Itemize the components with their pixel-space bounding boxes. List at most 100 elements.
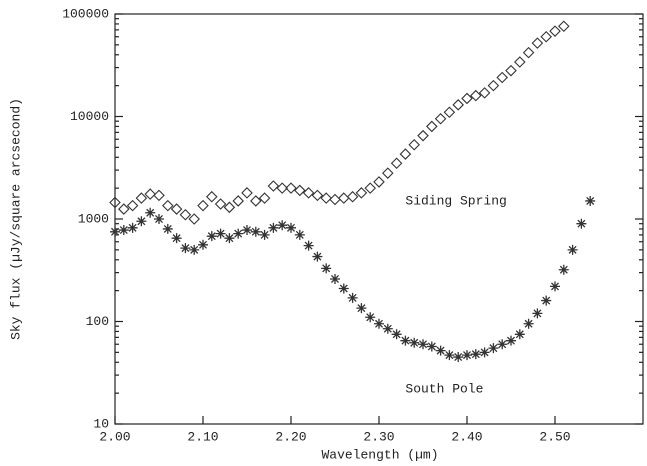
asterisk-marker: [215, 228, 226, 239]
asterisk-marker: [338, 283, 349, 294]
asterisk-marker: [110, 226, 120, 237]
diamond-marker: [214, 198, 227, 210]
asterisk-marker: [374, 318, 384, 329]
asterisk-marker: [523, 318, 534, 329]
diamond-marker: [452, 99, 464, 111]
diamond-marker: [346, 190, 359, 203]
asterisk-marker: [453, 352, 464, 363]
series-label: Siding Spring: [405, 193, 506, 208]
asterisk-marker: [233, 228, 244, 239]
diamond-marker: [320, 192, 332, 204]
asterisk-marker: [224, 233, 235, 244]
diamond-marker: [311, 189, 324, 202]
asterisk-marker: [154, 214, 164, 224]
diamond-marker: [505, 64, 517, 77]
y-tick-label: 10: [93, 416, 109, 431]
diamond-marker: [294, 184, 306, 197]
diamond-marker: [118, 203, 130, 215]
x-tick-label: 2.20: [275, 429, 306, 444]
asterisk-marker: [426, 341, 437, 352]
diamond-marker: [135, 192, 148, 204]
diamond-marker: [382, 167, 394, 179]
diamond-marker: [179, 208, 192, 221]
diamond-marker: [267, 180, 280, 192]
diamond-marker: [197, 199, 209, 212]
x-tick-label: 2.50: [539, 429, 570, 444]
asterisk-marker: [294, 229, 305, 240]
asterisk-marker: [259, 229, 270, 240]
plot-frame: [114, 13, 644, 425]
asterisk-marker: [242, 225, 252, 236]
asterisk-marker: [382, 323, 393, 334]
diamond-marker: [355, 187, 368, 199]
diamond-marker: [302, 187, 315, 199]
asterisk-marker: [400, 335, 411, 346]
asterisk-marker: [180, 243, 191, 254]
diamond-marker: [162, 199, 174, 212]
asterisk-marker: [303, 240, 314, 251]
diamond-marker: [250, 195, 262, 207]
asterisk-marker: [136, 216, 147, 227]
asterisk-marker: [576, 218, 587, 229]
diamond-marker: [461, 92, 473, 105]
diamond-marker: [373, 176, 385, 188]
diamond-marker: [109, 196, 121, 209]
diamond-marker: [329, 193, 341, 206]
y-tick-label: 100000: [62, 6, 109, 21]
y-tick-label: 10000: [70, 109, 109, 124]
diamond-marker: [531, 37, 544, 49]
asterisk-marker: [312, 251, 323, 262]
x-axis-label: Wavelength (µm): [321, 447, 438, 462]
asterisk-marker: [558, 264, 569, 275]
diamond-marker: [514, 56, 526, 68]
diamond-marker: [408, 138, 420, 151]
asterisk-marker: [198, 239, 208, 250]
x-tick-label: 2.10: [187, 429, 218, 444]
diamond-marker: [470, 89, 482, 102]
asterisk-marker: [277, 220, 288, 231]
diamond-marker: [206, 190, 218, 203]
diamond-marker: [223, 201, 236, 214]
asterisk-marker: [462, 350, 472, 361]
asterisk-marker: [550, 281, 560, 292]
asterisk-marker: [541, 295, 552, 306]
asterisk-marker: [506, 335, 516, 346]
asterisk-marker: [514, 329, 525, 340]
y-tick-label: 1000: [78, 211, 109, 226]
y-tick-label: 100: [86, 314, 109, 329]
asterisk-marker: [189, 244, 200, 255]
diamond-marker: [170, 203, 183, 215]
asterisk-marker: [444, 350, 455, 361]
diamond-marker: [434, 113, 447, 125]
diamond-marker: [558, 20, 570, 32]
x-tick-label: 2.00: [99, 429, 130, 444]
diamond-marker: [338, 192, 350, 204]
diamond-marker: [399, 148, 412, 160]
diamond-marker: [549, 25, 561, 37]
diamond-marker: [487, 79, 500, 92]
diamond-marker: [258, 192, 271, 204]
diamond-marker: [144, 188, 156, 200]
asterisk-marker: [435, 345, 446, 356]
x-tick-label: 2.40: [451, 429, 482, 444]
asterisk-marker: [365, 312, 376, 323]
asterisk-marker: [488, 343, 499, 354]
asterisk-marker: [479, 347, 490, 358]
asterisk-marker: [321, 263, 332, 274]
diamond-marker: [364, 182, 376, 194]
asterisk-marker: [330, 273, 340, 284]
y-axis-label: Sky flux (µJy/square arcsecond): [8, 98, 23, 340]
asterisk-marker: [409, 337, 420, 348]
diamond-marker: [232, 195, 244, 207]
asterisk-marker: [356, 303, 367, 314]
diamond-marker: [540, 30, 552, 43]
asterisk-marker: [145, 207, 156, 218]
asterisk-marker: [118, 225, 129, 236]
diamond-marker: [153, 189, 165, 202]
diamond-marker: [241, 187, 253, 199]
diamond-marker: [496, 71, 508, 84]
diamond-marker: [390, 157, 403, 170]
diamond-marker: [478, 87, 491, 99]
diamond-marker: [188, 213, 200, 225]
asterisk-marker: [567, 244, 578, 255]
